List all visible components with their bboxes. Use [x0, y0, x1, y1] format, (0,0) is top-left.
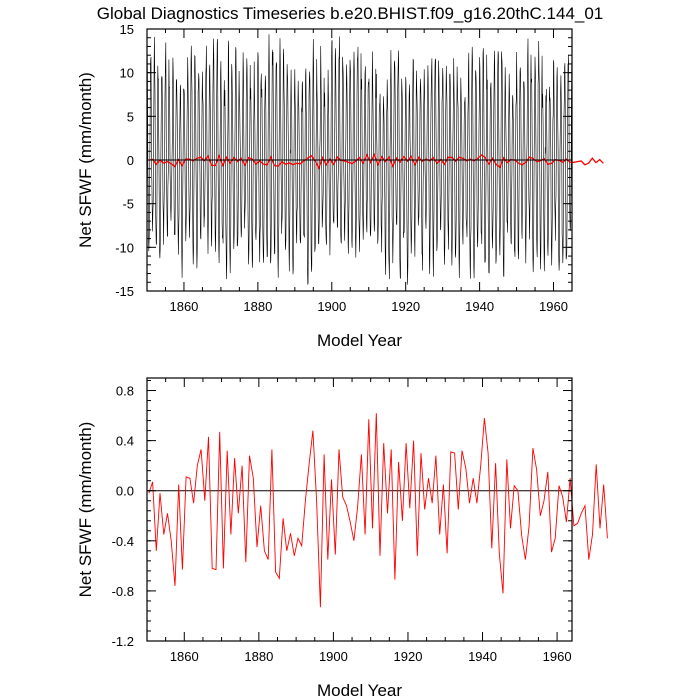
- x-axis-title: Model Year: [317, 331, 402, 350]
- y-tick-label: -5: [122, 197, 134, 212]
- x-axis-title: Model Year: [317, 681, 402, 700]
- x-tick-label: 1880: [243, 299, 272, 314]
- y-tick-label: 0.8: [116, 384, 134, 399]
- axis-ticks: [146, 28, 573, 292]
- annual-mean-line: [148, 413, 608, 608]
- x-tick-label: 1900: [317, 299, 346, 314]
- x-tick-label: 1960: [539, 299, 568, 314]
- y-tick-labels: 0.8 0.4 0.0 -0.4 -0.8 -1.2: [112, 384, 134, 649]
- x-tick-label: 1940: [468, 649, 497, 664]
- y-tick-label: 10: [120, 66, 134, 81]
- annual-series-line: [148, 413, 608, 608]
- plot-frame: [146, 377, 573, 642]
- monthly-timeseries-panel: 1860 1880 1900 1920 1940 1960 151050-5-10-15 …: [76, 22, 604, 350]
- y-tick-label: -15: [115, 284, 134, 299]
- y-tick-label: 0.0: [116, 484, 134, 499]
- x-tick-label: 1880: [244, 649, 273, 664]
- y-tick-label: 0.4: [116, 434, 134, 449]
- y-axis-title: Net SFWF (mm/month): [76, 72, 95, 248]
- y-tick-label: -1.2: [112, 634, 134, 649]
- x-tick-label: 1900: [319, 649, 348, 664]
- x-tick-label: 1860: [169, 299, 198, 314]
- x-tick-label: 1920: [394, 649, 423, 664]
- monthly-mean-line: [146, 34, 573, 285]
- y-tick-label: -0.4: [112, 534, 134, 549]
- y-tick-label: 5: [127, 109, 134, 124]
- x-tick-labels: 1860 1880 1900 1920 1940 1960: [169, 299, 567, 314]
- axis-ticks: [146, 378, 572, 642]
- y-tick-label: 0: [127, 153, 134, 168]
- y-tick-label: -0.8: [112, 584, 134, 599]
- annual-series-line: [148, 152, 604, 170]
- y-axis-title: Net SFWF (mm/month): [76, 422, 95, 598]
- y-tick-label: -10: [115, 240, 134, 255]
- x-tick-label: 1920: [391, 299, 420, 314]
- x-tick-label: 1860: [170, 649, 199, 664]
- y-tick-label: 15: [120, 22, 134, 37]
- annual-timeseries-panel: 1860 1880 1900 1920 1940 1960 0.8 0.4 0.0 -0.4 -0…: [76, 377, 608, 700]
- figure-title: Global Diagnostics Timeseries b.e20.BHIS…: [97, 4, 604, 23]
- y-tick-labels: 15 10 5 0 -5 -10 -15: [115, 22, 134, 299]
- monthly-series-line: [146, 34, 573, 285]
- x-tick-label: 1940: [465, 299, 494, 314]
- x-tick-label: 1960: [543, 649, 572, 664]
- annual-mean-overlay-line: [148, 152, 604, 170]
- x-tick-labels: 1860 1880 1900 1920 1940 1960: [170, 649, 572, 664]
